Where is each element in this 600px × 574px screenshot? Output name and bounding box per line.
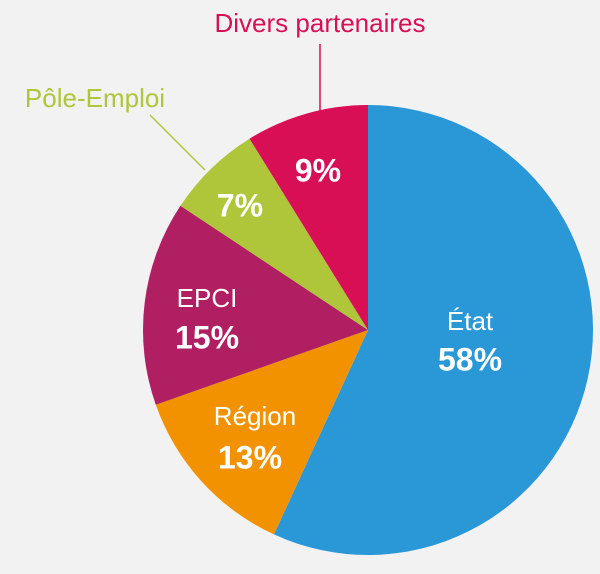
slice-name: Région	[214, 401, 296, 431]
slice-value: 9%	[295, 152, 341, 188]
slice-name: Divers partenaires	[215, 8, 426, 38]
pie-slice	[249, 105, 368, 330]
pie-slice	[155, 330, 368, 535]
slice-name: EPCI	[177, 283, 238, 313]
slice-name: État	[447, 306, 494, 336]
pie-slice	[143, 205, 368, 405]
slice-name: Pôle-Emploi	[25, 83, 165, 113]
slice-value: 7%	[217, 187, 263, 223]
leader-line	[149, 114, 206, 171]
slice-value: 15%	[175, 319, 239, 355]
slice-value: 58%	[438, 341, 502, 377]
pie-slice	[180, 138, 368, 330]
slice-value: 13%	[218, 439, 282, 475]
pie-slice	[273, 105, 594, 555]
